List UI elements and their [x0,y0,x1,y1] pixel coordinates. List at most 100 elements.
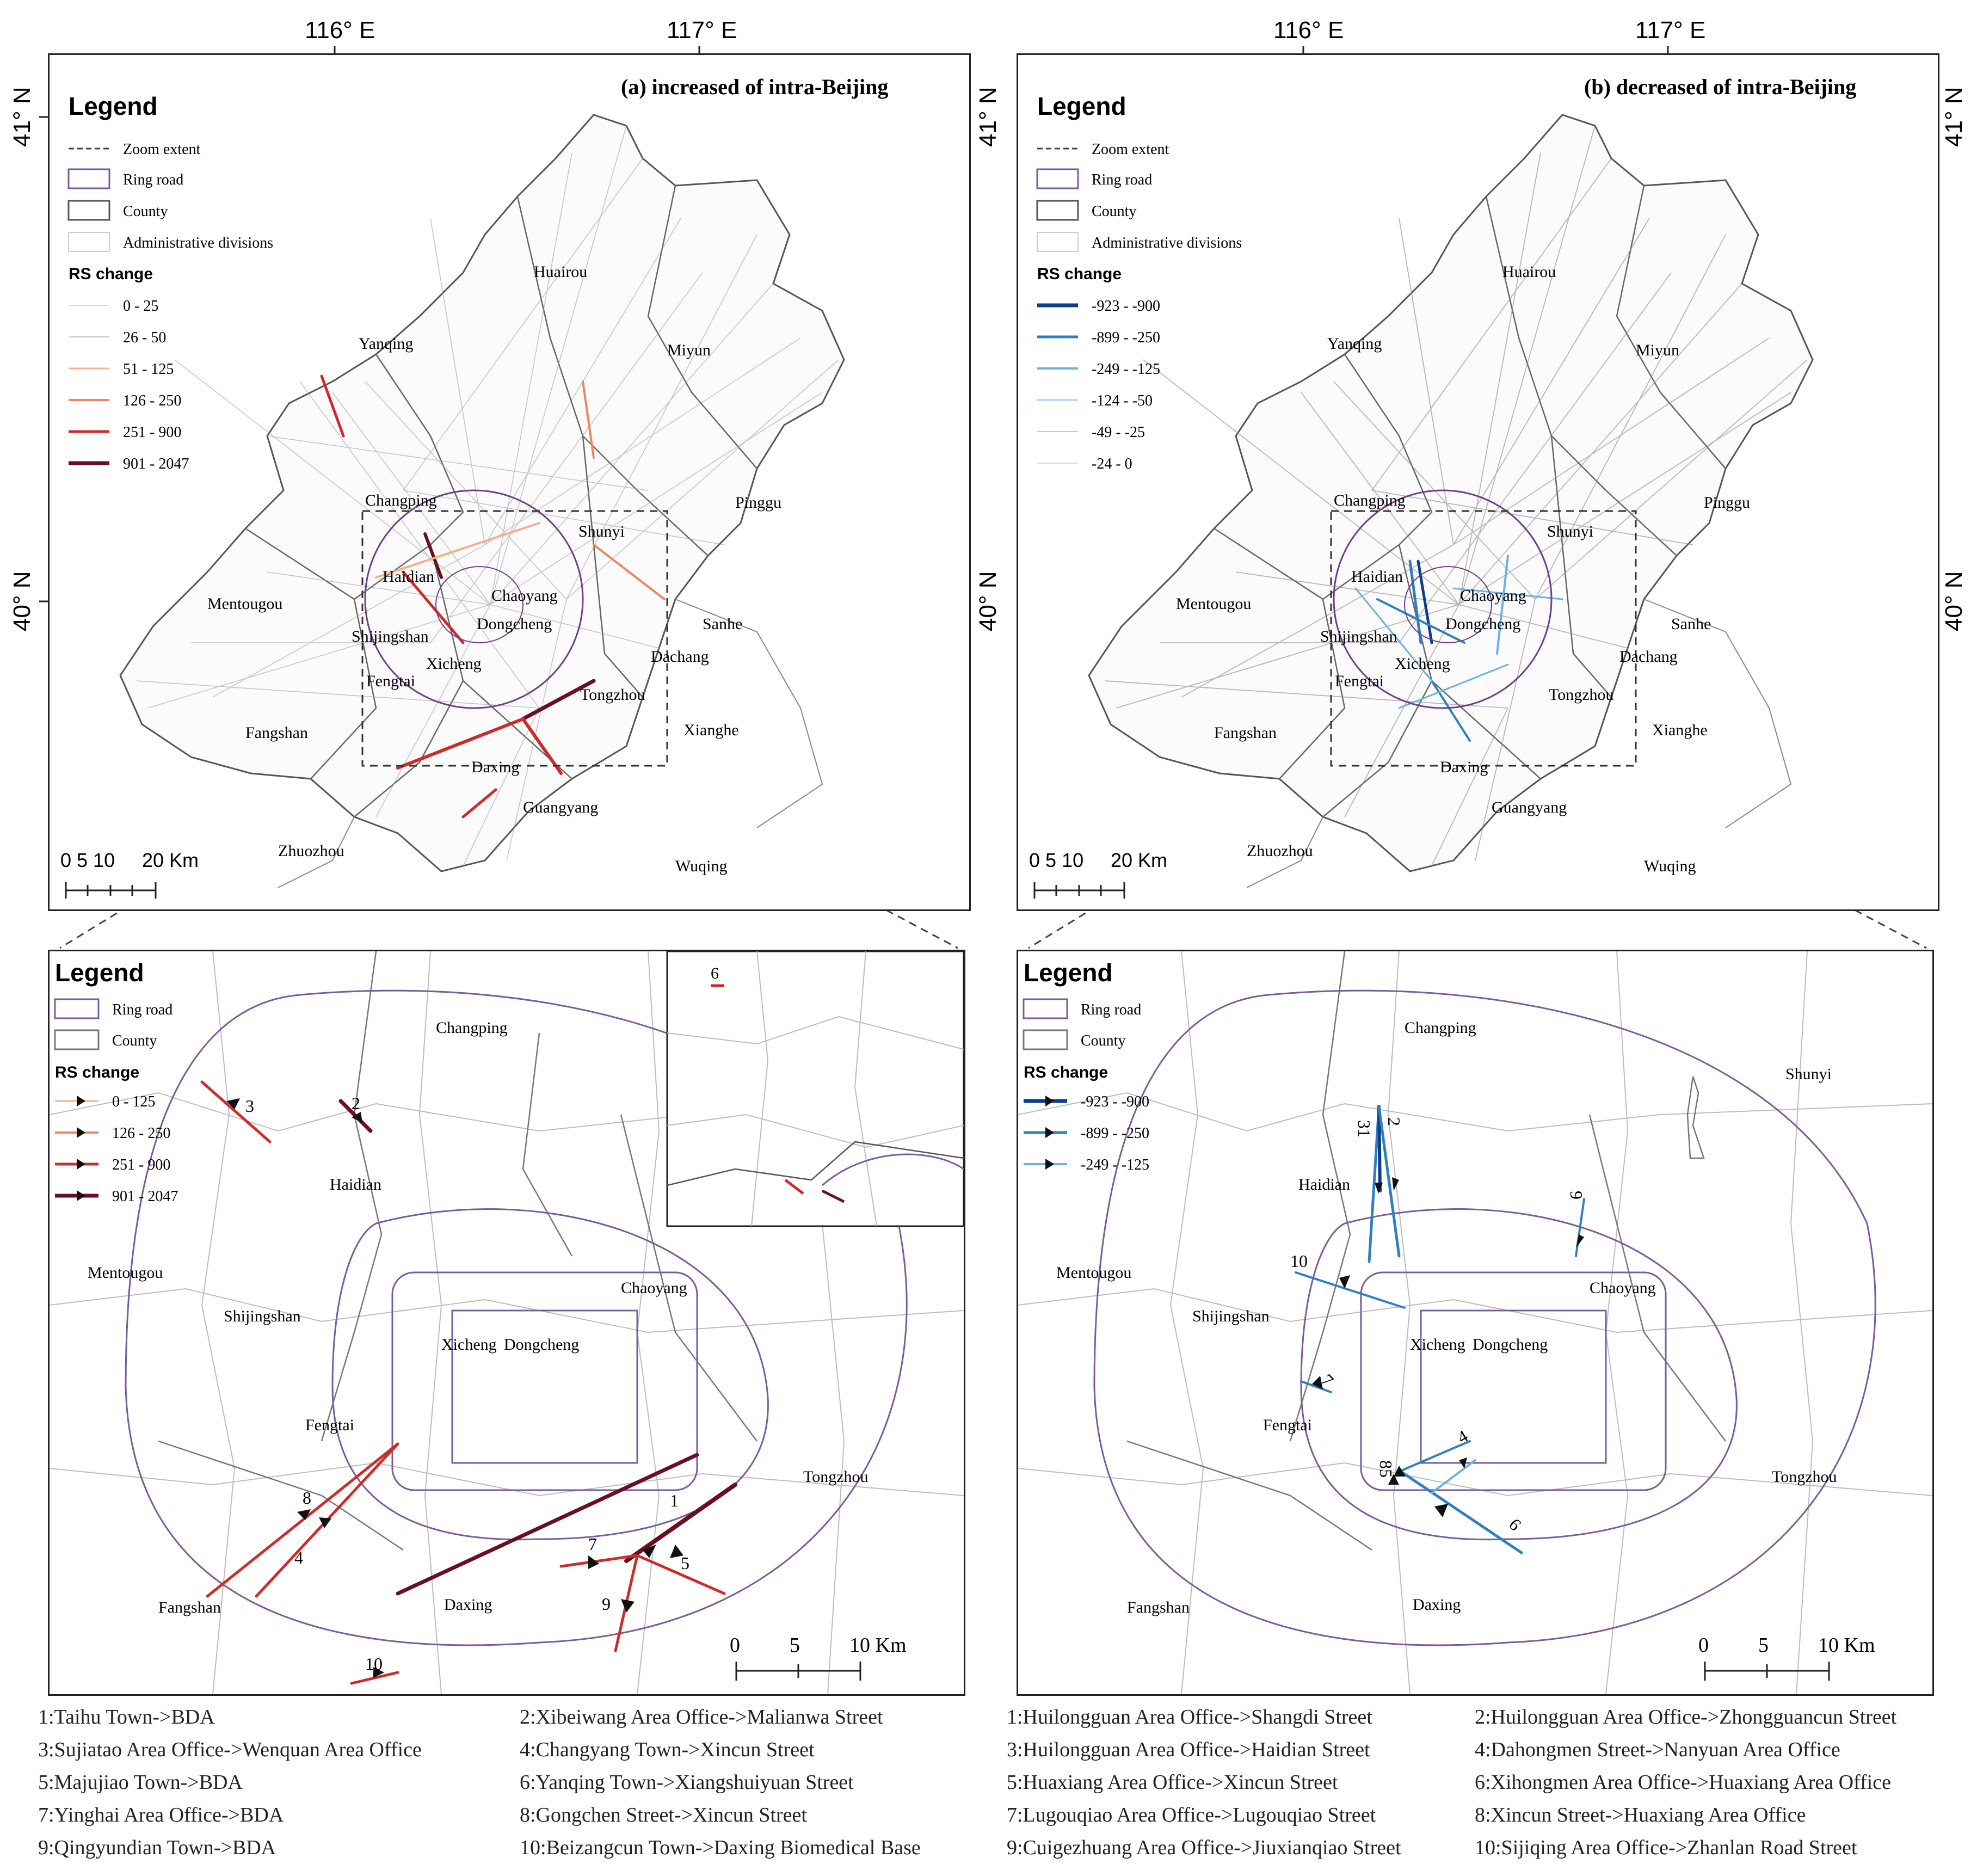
legend-zoom-extent: Zoom extent [123,141,201,158]
flow-label-2: 2 [1384,1117,1404,1126]
svg-text:5: 5 [1758,1634,1769,1657]
place-changping: Changping [1405,1019,1476,1037]
place-xicheng: Xicheng [1395,655,1450,673]
place-dongcheng: Dongcheng [477,615,552,633]
place-huairou: Huairou [1502,263,1556,281]
place-mentougou: Mentougou [1056,1264,1131,1282]
place-fengtai: Fengtai [366,672,415,690]
place-mentougou: Mentougou [1176,595,1251,613]
place-sanhe: Sanhe [1671,615,1711,633]
rs-class-label: 251 - 900 [112,1157,170,1173]
caption-a-1: 1:Taihu Town->BDA [38,1706,215,1729]
panel-a-map-canvas: (a) increased of intra-Beijing Legend Zo… [60,75,888,899]
place-guangyang: Guangyang [1492,798,1567,816]
place-fengtai: Fengtai [1263,1416,1312,1434]
rs-class-label: 0 - 25 [123,298,158,315]
svg-text:0: 0 [730,1634,740,1657]
captions-a-right: 2:Xibeiwang Area Office->Malianwa Street… [520,1701,921,1864]
caption-a-7: 7:Yinghai Area Office->BDA [38,1804,284,1826]
place-yanqing: Yanqing [359,335,413,353]
lat-40-label-left: 40° N [9,571,35,631]
caption-b-5: 5:Huaxiang Area Office->Xincun Street [1007,1771,1338,1794]
legend-county: County [123,203,168,220]
flow-label-8: 8 [303,1488,311,1508]
scale-bar-top-a: 0 5 10 20 Km [60,849,199,899]
rs-class-label: 901 - 2047 [112,1188,178,1205]
caption-a-10: 10:Beizangcun Town->Daxing Biomedical Ba… [520,1836,921,1859]
place-xicheng: Xicheng [441,1336,497,1354]
place-tongzhou: Tongzhou [1549,686,1614,704]
flow-label-1: 1 [670,1491,679,1510]
panel-a-title: (a) increased of intra-Beijing [621,75,888,99]
rs-class-label: -249 - -125 [1092,361,1160,378]
place-fangshan: Fangshan [245,724,308,742]
place-dachang: Dachang [651,648,709,666]
lon-117-label-a: 117° E [667,17,737,44]
place-fangshan: Fangshan [1127,1598,1190,1616]
flow-label-10: 10 [1290,1251,1308,1271]
rs-class-label: 26 - 50 [123,329,166,346]
legend-ring-road: Ring road [123,171,183,188]
place-sanhe: Sanhe [703,615,742,633]
caption-a-2: 2:Xibeiwang Area Office->Malianwa Street [520,1706,883,1729]
place-haidian: Haidian [1298,1176,1350,1194]
legend-county: County [1092,203,1136,220]
captions-b-right: 2:Huilongguan Area Office->Zhongguancun … [1475,1701,1896,1864]
place-changping: Changping [1334,491,1406,509]
rs-class-label: 251 - 900 [123,424,181,441]
place-chaoyang: Chaoyang [491,587,558,605]
zoom-a-legend-title: Legend [55,958,144,987]
zoom-panel-a: 1 2 3 4 5 7 8 9 10 6 Legend Ring road [48,950,965,1696]
place-shijingshan: Shijingshan [1192,1307,1270,1325]
flow-label-4: 4 [1454,1426,1471,1447]
legend-rs-change-title: RS change [69,265,153,283]
place-dongcheng: Dongcheng [1473,1336,1548,1354]
place-xicheng: Xicheng [1410,1336,1465,1354]
place-chaoyang: Chaoyang [1460,587,1526,605]
rs-class-label: -249 - -125 [1081,1157,1149,1173]
place-yanqing: Yanqing [1327,335,1382,353]
place-chaoyang: Chaoyang [621,1279,687,1297]
panel-b-beijing-decrease-map: (b) decreased of intra-Beijing Legend Zo… [1017,53,1939,911]
caption-b-8: 8:Xincun Street->Huaxiang Area Office [1475,1804,1806,1826]
rs-class-label: 126 - 250 [123,392,181,409]
flow-label-10: 10 [365,1654,383,1674]
flow-label-9: 9 [602,1594,611,1614]
place-miyun: Miyun [667,341,711,359]
rs-class-label: 901 - 2047 [123,456,189,472]
lat-41-label-right: 41° N [1941,87,1967,147]
rs-class-label: 0 - 125 [112,1093,155,1110]
beijing-boundary [1088,114,1814,872]
place-mentougou: Mentougou [207,595,282,613]
rs-class-label: -124 - -50 [1092,392,1153,409]
place-dongcheng: Dongcheng [504,1336,579,1354]
place-zhuozhou: Zhuozhou [1247,842,1313,860]
place-dongcheng: Dongcheng [1445,615,1520,633]
lon-116-label-a: 116° E [305,17,375,44]
legend-zoom-extent: Zoom extent [1092,141,1169,158]
place-shijingshan: Shijingshan [1320,628,1397,645]
scale-bar-zoom-a: 0 5 10 Km [730,1634,907,1681]
place-fangshan: Fangshan [158,1598,221,1616]
place-haidian: Haidian [1351,568,1403,586]
caption-b-10: 10:Sijiqing Area Office->Zhanlan Road St… [1475,1836,1857,1859]
caption-a-5: 5:Majujiao Town->BDA [38,1771,243,1794]
place-daxing: Daxing [1440,758,1488,776]
rs-class-label: -923 - -900 [1081,1093,1149,1110]
lon-116-label-b: 116° E [1273,17,1344,44]
zoom-b-map-canvas: 31 2 9 10 7 4 85 6 Legend Ring road Coun… [1018,951,1932,1694]
place-wuqing: Wuqing [1644,857,1696,875]
caption-b-7: 7:Lugouqiao Area Office->Lugouqiao Stree… [1007,1804,1376,1826]
legend-ring-road: Ring road [1081,1001,1141,1018]
legend-rs-change-title: RS change [1024,1063,1108,1081]
caption-b-6: 6:Xihongmen Area Office->Huaxiang Area O… [1475,1771,1891,1794]
svg-text:0 5 10: 0 5 10 [1029,849,1083,871]
zoom-b-rs-classes: -923 - -900 -899 - -250 -249 - -125 [1024,1093,1149,1173]
svg-text:20 Km: 20 Km [142,849,199,871]
flow-label-4: 4 [294,1548,303,1567]
svg-text:5: 5 [790,1634,800,1657]
lat-40-label-mid: 40° N [975,571,1001,631]
caption-b-3: 3:Huilongguan Area Office->Haidian Stree… [1007,1738,1370,1761]
panel-b-title: (b) decreased of intra-Beijing [1584,75,1856,99]
scale-bar-top-b: 0 5 10 20 Km [1029,849,1167,899]
